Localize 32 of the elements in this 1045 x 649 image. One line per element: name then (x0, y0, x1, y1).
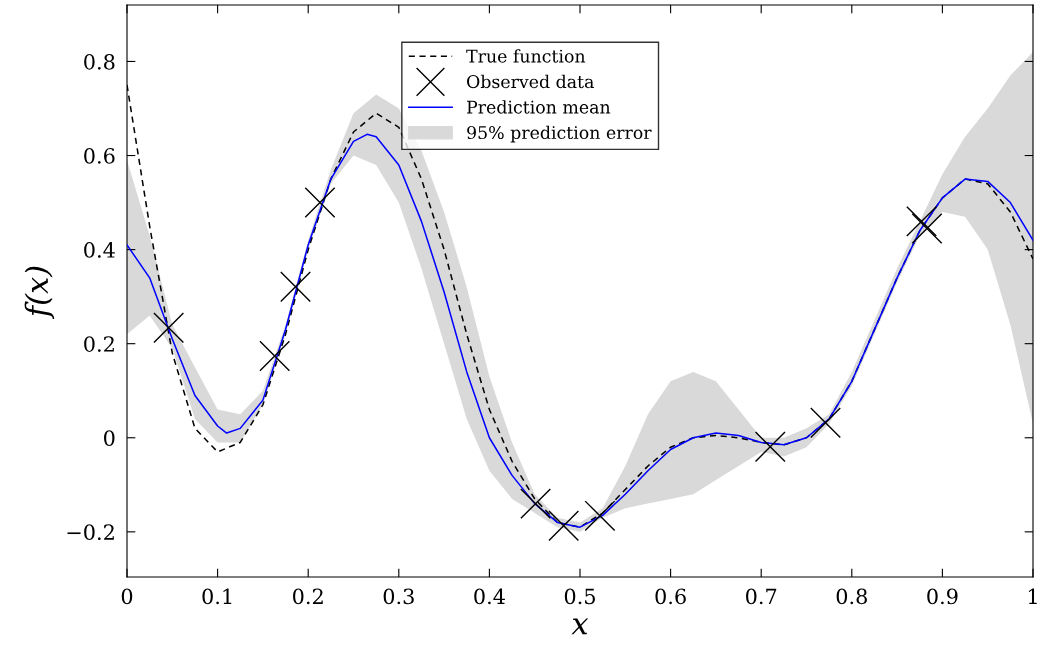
y-tick-label: 0 (104, 430, 115, 446)
point (906, 205, 937, 237)
legend-label: 95% prediction error (467, 125, 652, 143)
x-tick-label: 0.8 (836, 588, 867, 605)
x-axis-title: x (571, 618, 589, 635)
legend-label: Observed data (467, 74, 594, 89)
y-tick-label: 0.4 (84, 242, 115, 258)
point (280, 271, 311, 303)
y-tick-label: 0.8 (84, 53, 115, 70)
x-tick-label: 0.4 (474, 588, 505, 605)
legend-label: Prediction mean (467, 100, 611, 114)
point (810, 407, 841, 439)
x-tick-label: 0 (121, 588, 133, 605)
point (304, 187, 336, 218)
x-tick-label: 1 (1028, 588, 1037, 604)
x-tick-label: 0.2 (293, 588, 323, 605)
legend-label: True function (466, 49, 586, 63)
y-tick-label: 0.2 (84, 336, 114, 352)
point (911, 213, 943, 244)
y-tick-label: −0.2 (67, 524, 114, 541)
x-tick-label: 0.7 (746, 588, 777, 605)
point (153, 312, 185, 344)
x-tick-label: 0.1 (202, 588, 232, 605)
point (259, 340, 291, 372)
y-tick-label: 0.6 (84, 147, 115, 164)
point (548, 510, 580, 542)
x-tick-label: 0.5 (564, 588, 595, 605)
x-tick-label: 0.3 (383, 588, 414, 605)
x-tick-label: 0.9 (927, 588, 958, 605)
x-tick-label: 0.6 (655, 588, 686, 605)
y-axis-title: f(x) (24, 266, 55, 320)
point (754, 431, 786, 463)
